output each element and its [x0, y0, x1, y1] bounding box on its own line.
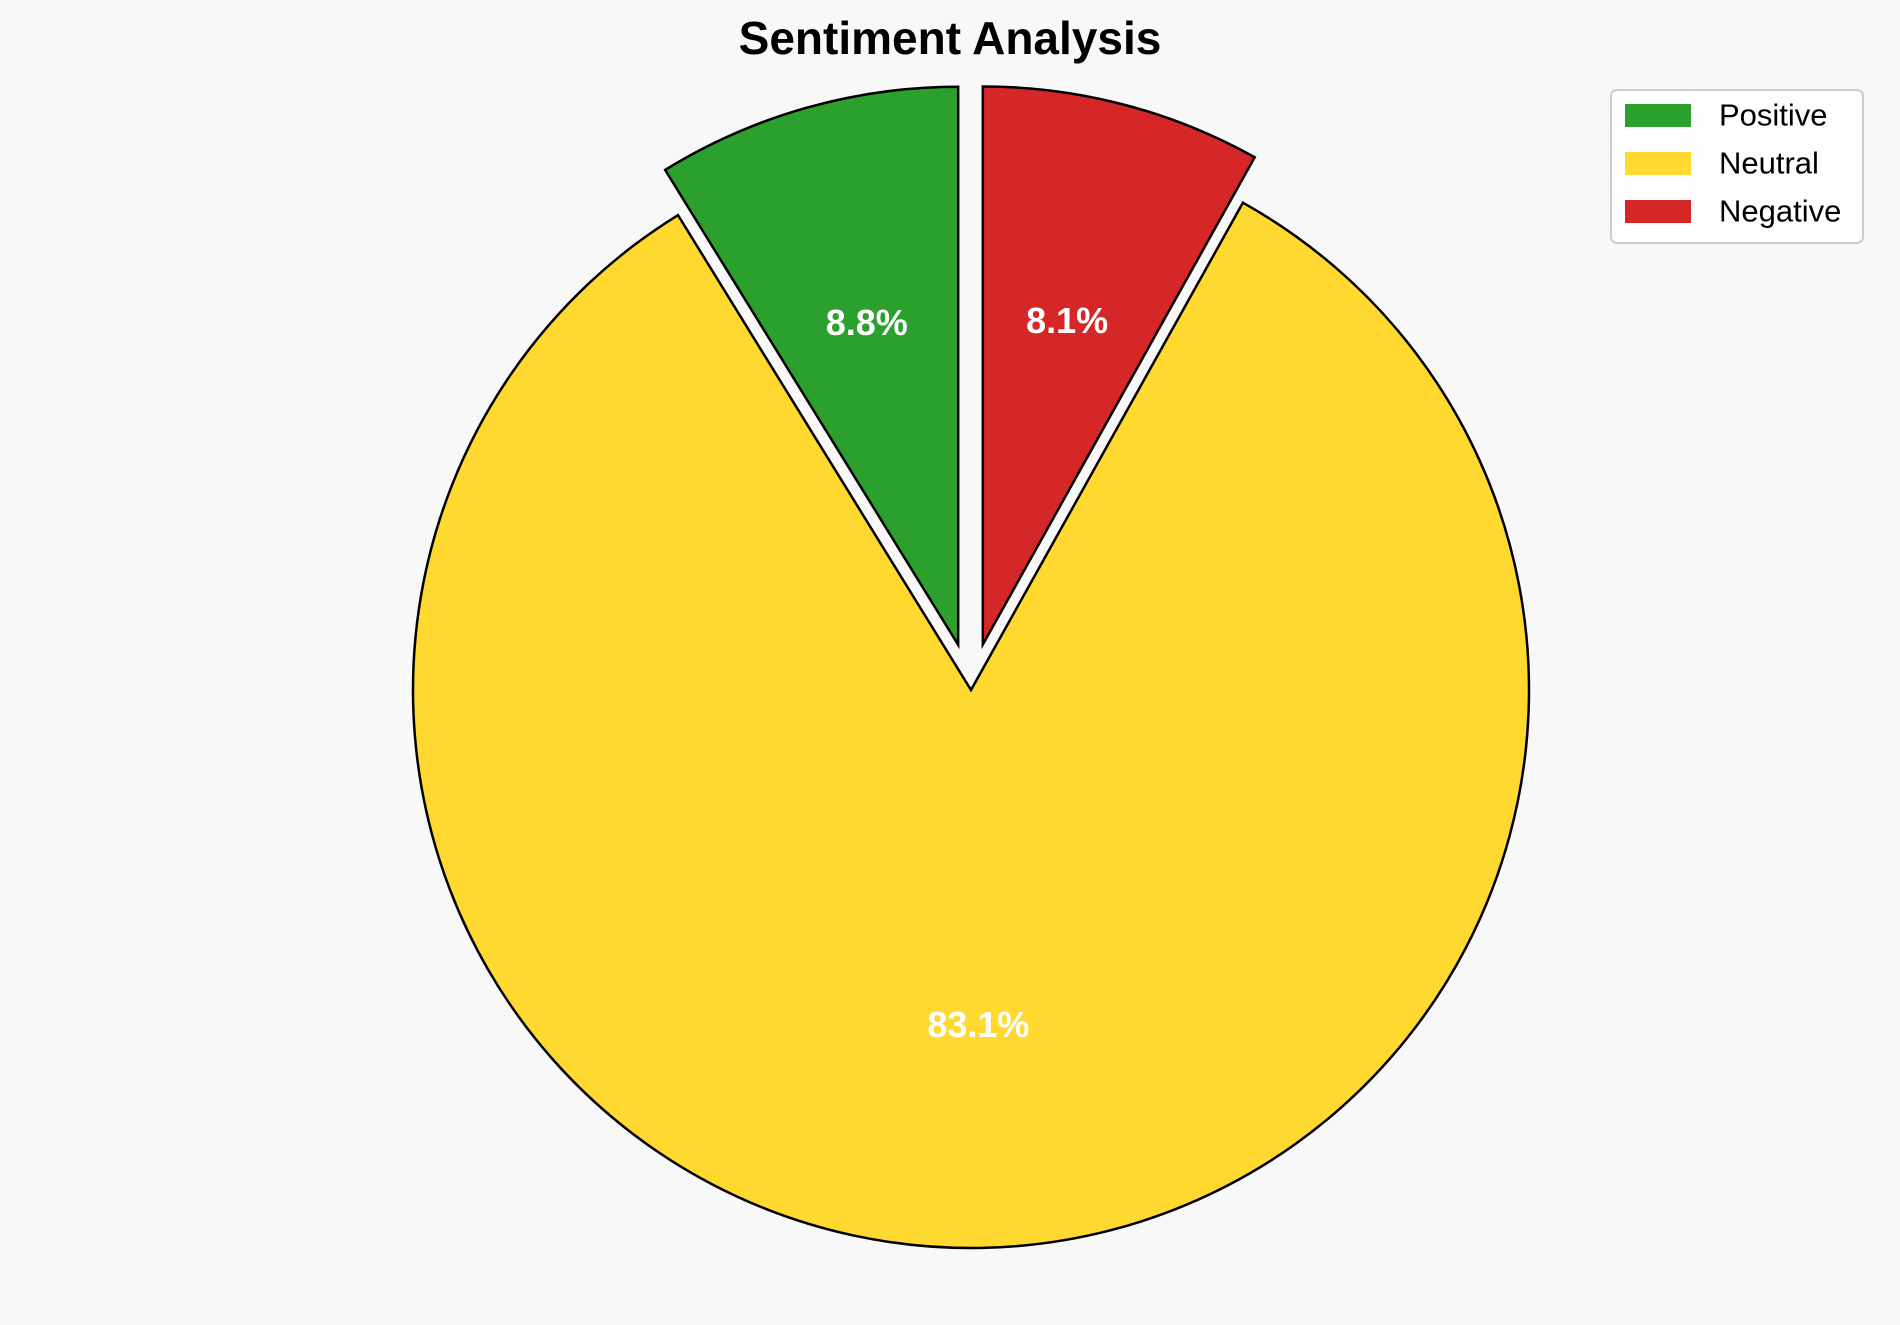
slice-label-negative: 8.1% — [1026, 300, 1108, 341]
chart-title: Sentiment Analysis — [739, 12, 1162, 64]
legend-swatch-negative — [1625, 200, 1691, 223]
slice-label-positive: 8.8% — [826, 302, 908, 343]
slices-layer — [411, 85, 1531, 1250]
pie-slice-positive — [663, 85, 960, 650]
legend-label-negative: Negative — [1719, 194, 1841, 229]
legend-label-positive: Positive — [1719, 98, 1828, 133]
pie-slice-negative — [981, 85, 1257, 650]
labels-layer: 8.8% 83.1% 8.1% — [826, 300, 1108, 1045]
pie-slice-neutral — [411, 201, 1531, 1250]
legend-label-neutral: Neutral — [1719, 146, 1819, 181]
slice-label-neutral: 83.1% — [927, 1004, 1029, 1045]
legend: Positive Neutral Negative — [1610, 89, 1864, 244]
legend-swatch-neutral — [1625, 152, 1691, 175]
legend-items: Positive Neutral Negative — [1625, 98, 1841, 229]
legend-swatch-positive — [1625, 104, 1691, 127]
